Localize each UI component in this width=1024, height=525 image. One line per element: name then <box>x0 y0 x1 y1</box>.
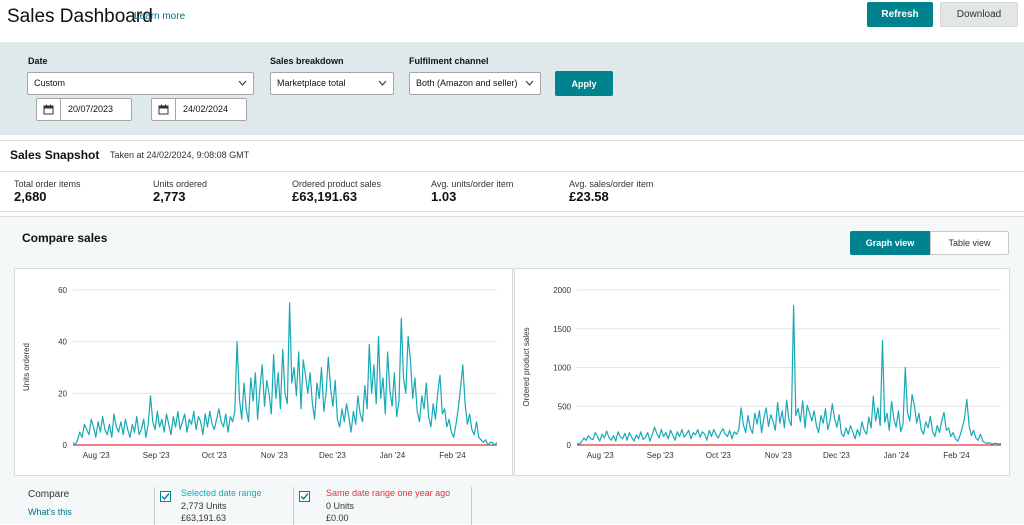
series-current-line <box>72 302 498 446</box>
metric-label: Ordered product sales <box>292 179 382 189</box>
previous-range-units: 0 Units <box>326 501 355 511</box>
sales-snapshot: Sales Snapshot Taken at 24/02/2024, 9:08… <box>0 140 1024 212</box>
date-select[interactable]: Custom <box>27 72 254 95</box>
x-tick-label: Sep '23 <box>647 451 674 460</box>
x-tick-label: Nov '23 <box>765 451 792 460</box>
snapshot-title: Sales Snapshot <box>10 148 100 162</box>
divider <box>0 171 1024 172</box>
end-date-field[interactable]: 24/02/2024 <box>151 98 247 121</box>
checkmark-icon <box>300 493 309 501</box>
compare-label: Compare <box>28 489 70 500</box>
compare-legend: Compare What's this Selected date range … <box>0 479 1024 525</box>
previous-range-checkbox[interactable] <box>299 491 310 502</box>
y-tick-label: 0 <box>63 441 68 450</box>
y-tick-label: 0 <box>567 441 572 450</box>
x-tick-label: Sep '23 <box>143 451 170 460</box>
whats-this-link[interactable]: What's this <box>28 507 72 517</box>
y-tick-label: 1500 <box>553 325 571 334</box>
metric-value: 2,680 <box>14 189 47 204</box>
divider <box>154 487 155 525</box>
date-label: Date <box>28 56 48 66</box>
previous-range-sales: £0.00 <box>326 513 349 523</box>
chevron-down-icon <box>378 73 387 102</box>
y-axis-label: Units ordered <box>22 343 31 391</box>
y-tick-label: 20 <box>58 389 67 398</box>
units-ordered-chart-panel: 0 20 40 60 Aug '23 Sep '23 Oct '23 Nov '23 Dec '… <box>14 268 513 476</box>
metric-label: Avg. units/order item <box>431 179 514 189</box>
y-tick-label: 2000 <box>553 286 571 295</box>
previous-range-title: Same date range one year ago <box>326 488 451 498</box>
metric-label: Avg. sales/order item <box>569 179 654 189</box>
chevron-down-icon <box>525 73 534 102</box>
y-tick-label: 60 <box>58 286 67 295</box>
y-tick-label: 40 <box>58 338 67 347</box>
x-tick-label: Nov '23 <box>261 451 288 460</box>
x-tick-label: Jan '24 <box>884 451 910 460</box>
x-tick-label: Feb '24 <box>943 451 970 460</box>
filter-bar: Date Custom 20/07/2023 24/02/2024 Sales … <box>0 42 1024 135</box>
start-date-field[interactable]: 20/07/2023 <box>36 98 132 121</box>
sales-breakdown-select[interactable]: Marketplace total <box>270 72 394 95</box>
metric-value: 1.03 <box>431 189 457 204</box>
metric-value: £63,191.63 <box>292 189 358 204</box>
refresh-button[interactable]: Refresh <box>867 2 933 27</box>
y-axis-label: Ordered product sales <box>522 327 531 406</box>
x-tick-label: Feb '24 <box>439 451 466 460</box>
metric-label: Units ordered <box>153 179 208 189</box>
ordered-sales-chart-panel: 0 500 1000 1500 2000 Aug '23 Sep '23 Oct '23 Nov… <box>514 268 1010 476</box>
learn-more-link[interactable]: Learn more <box>134 11 186 22</box>
units-ordered-chart: 0 20 40 60 Aug '23 Sep '23 Oct '23 Nov '23 Dec '… <box>22 286 498 460</box>
x-tick-label: Aug '23 <box>83 451 110 460</box>
y-tick-label: 500 <box>558 402 572 411</box>
snapshot-timestamp: Taken at 24/02/2024, 9:08:08 GMT <box>110 150 250 160</box>
divider <box>471 487 472 525</box>
metric-value: 2,773 <box>153 189 186 204</box>
compare-sales-title: Compare sales <box>22 231 108 245</box>
x-tick-label: Dec '23 <box>319 451 346 460</box>
fulfilment-channel-label: Fulfilment channel <box>409 56 489 66</box>
x-tick-label: Jan '24 <box>380 451 406 460</box>
sales-breakdown-value: Marketplace total <box>277 78 346 88</box>
apply-button[interactable]: Apply <box>555 71 613 96</box>
sales-breakdown-label: Sales breakdown <box>270 56 344 66</box>
page-title: Sales Dashboard <box>7 6 153 27</box>
date-select-value: Custom <box>34 78 66 88</box>
end-date-value: 24/02/2024 <box>183 104 229 114</box>
fulfilment-channel-value: Both (Amazon and seller) <box>416 78 518 88</box>
ordered-sales-chart: 0 500 1000 1500 2000 Aug '23 Sep '23 Oct '23 Nov… <box>522 286 1002 460</box>
selected-range-units: 2,773 Units <box>181 501 227 511</box>
table-view-button[interactable]: Table view <box>930 231 1009 255</box>
fulfilment-channel-select[interactable]: Both (Amazon and seller) <box>409 72 541 95</box>
checkmark-icon <box>161 493 170 501</box>
selected-range-checkbox[interactable] <box>160 491 171 502</box>
y-tick-label: 1000 <box>553 364 571 373</box>
calendar-icon[interactable] <box>152 99 176 120</box>
selected-range-title: Selected date range <box>181 488 262 498</box>
calendar-icon[interactable] <box>37 99 61 120</box>
selected-range-sales: £63,191.63 <box>181 513 227 523</box>
download-button[interactable]: Download <box>940 2 1018 27</box>
page-header: Sales Dashboard Learn more Refresh Downl… <box>0 0 1024 42</box>
divider <box>293 487 294 525</box>
metric-label: Total order items <box>14 179 81 189</box>
x-tick-label: Aug '23 <box>587 451 614 460</box>
compare-sales-section: Compare sales Graph view Table view 0 20 4… <box>0 216 1024 525</box>
start-date-value: 20/07/2023 <box>68 104 114 114</box>
x-tick-label: Oct '23 <box>202 451 228 460</box>
metric-value: £23.58 <box>569 189 609 204</box>
x-tick-label: Oct '23 <box>706 451 732 460</box>
x-tick-label: Dec '23 <box>823 451 850 460</box>
series-current-line <box>576 304 1002 445</box>
graph-view-button[interactable]: Graph view <box>850 231 930 255</box>
chevron-down-icon <box>238 73 247 102</box>
